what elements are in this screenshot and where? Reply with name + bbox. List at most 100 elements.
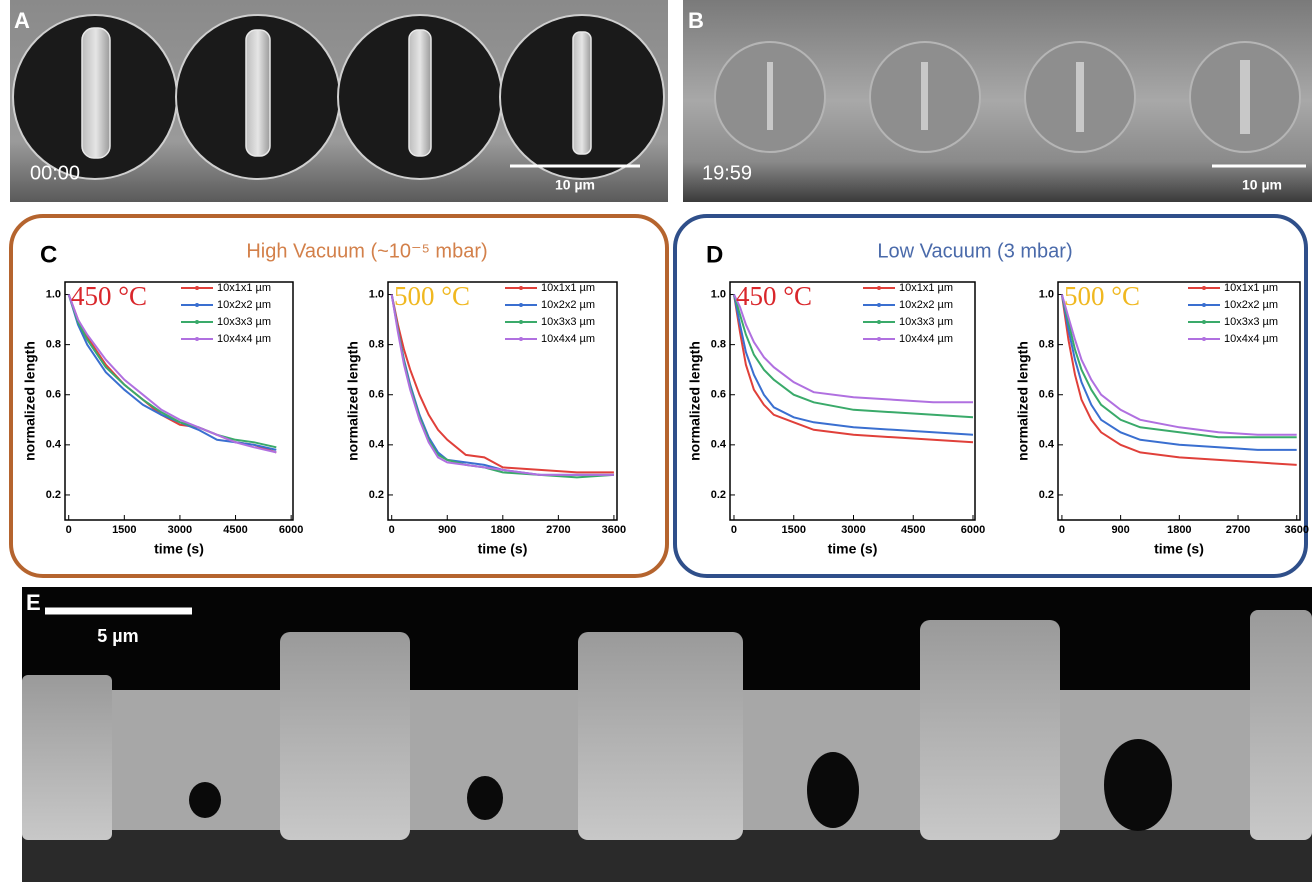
legend-marker — [877, 303, 881, 307]
legend-label: 10x4x4 µm — [899, 333, 953, 345]
y-tick-label: 0.6 — [46, 389, 61, 401]
x-tick-label: 3600 — [1284, 524, 1308, 536]
series-line — [734, 295, 973, 418]
x-tick-label: 0 — [1059, 524, 1065, 536]
x-tick-label: 0 — [731, 524, 737, 536]
legend-label: 10x1x1 µm — [541, 282, 595, 294]
legend-label: 10x3x3 µm — [217, 316, 271, 328]
y-axis-label: normalized length — [687, 341, 703, 461]
legend-marker — [519, 286, 523, 290]
y-tick-label: 0.8 — [46, 339, 61, 351]
y-axis-label: normalized length — [345, 341, 361, 461]
y-tick-label: 1.0 — [369, 288, 384, 300]
x-tick-label: 3000 — [168, 524, 192, 536]
group-box — [675, 216, 1306, 576]
legend-label: 10x4x4 µm — [1224, 333, 1278, 345]
x-tick-label: 1500 — [112, 524, 136, 536]
scale-bar-label: 10 µm — [555, 177, 595, 193]
legend-marker — [195, 320, 199, 324]
annotation: 450 °C — [71, 281, 147, 311]
sem-image-a — [10, 0, 668, 202]
legend-marker — [519, 337, 523, 341]
y-tick-label: 0.2 — [711, 489, 726, 501]
legend-marker — [519, 303, 523, 307]
legend-marker — [195, 303, 199, 307]
y-axis-label: normalized length — [1015, 341, 1031, 461]
page: A 00:00 10 µm B 19:59 10 µm C High Vacuu… — [0, 0, 1312, 882]
panel-label: C — [40, 241, 57, 268]
legend-label: 10x2x2 µm — [899, 299, 953, 311]
timestamp: 00:00 — [30, 162, 80, 184]
x-axis-label: time (s) — [828, 541, 878, 557]
legend-marker — [877, 337, 881, 341]
legend-label: 10x1x1 µm — [1224, 282, 1278, 294]
y-tick-label: 0.4 — [711, 439, 727, 451]
legend-label: 10x3x3 µm — [541, 316, 595, 328]
y-tick-label: 0.8 — [711, 339, 726, 351]
scale-bar-label: 10 µm — [1242, 177, 1282, 193]
y-tick-label: 0.4 — [46, 439, 62, 451]
legend-marker — [1202, 320, 1206, 324]
panel-label: B — [688, 8, 704, 33]
x-tick-label: 4500 — [901, 524, 925, 536]
x-tick-label: 6000 — [279, 524, 303, 536]
x-tick-label: 4500 — [223, 524, 247, 536]
annotation: 450 °C — [736, 281, 812, 311]
x-axis-label: time (s) — [478, 541, 528, 557]
y-tick-label: 0.6 — [711, 389, 726, 401]
y-tick-label: 1.0 — [711, 288, 726, 300]
y-tick-label: 0.4 — [369, 439, 385, 451]
legend-marker — [1202, 303, 1206, 307]
legend-marker — [877, 286, 881, 290]
legend-label: 10x1x1 µm — [217, 282, 271, 294]
y-tick-label: 1.0 — [46, 288, 61, 300]
x-tick-label: 3000 — [841, 524, 865, 536]
legend-label: 10x2x2 µm — [217, 299, 271, 311]
x-axis-label: time (s) — [1154, 541, 1204, 557]
y-tick-label: 1.0 — [1039, 288, 1054, 300]
x-tick-label: 1800 — [1167, 524, 1191, 536]
x-tick-label: 3600 — [602, 524, 626, 536]
legend-label: 10x1x1 µm — [899, 282, 953, 294]
y-tick-label: 0.8 — [369, 339, 384, 351]
y-tick-label: 0.4 — [1039, 439, 1055, 451]
x-axis-label: time (s) — [154, 541, 204, 557]
annotation: 500 °C — [394, 281, 470, 311]
y-tick-label: 0.2 — [46, 489, 61, 501]
legend-label: 10x3x3 µm — [1224, 316, 1278, 328]
x-tick-label: 1500 — [781, 524, 805, 536]
panel-label: D — [706, 241, 723, 268]
x-tick-label: 2700 — [1226, 524, 1250, 536]
legend-marker — [195, 337, 199, 341]
x-tick-label: 900 — [1111, 524, 1129, 536]
x-tick-label: 0 — [389, 524, 395, 536]
legend-label: 10x2x2 µm — [1224, 299, 1278, 311]
legend-marker — [877, 320, 881, 324]
sem-image-b — [683, 0, 1312, 202]
panel-label: E — [26, 590, 41, 615]
legend-marker — [1202, 337, 1206, 341]
legend-label: 10x4x4 µm — [217, 333, 271, 345]
x-tick-label: 6000 — [961, 524, 985, 536]
x-tick-label: 1800 — [491, 524, 515, 536]
figure: A 00:00 10 µm B 19:59 10 µm C High Vacuu… — [0, 0, 1312, 882]
panel-label: A — [14, 8, 30, 33]
y-tick-label: 0.2 — [369, 489, 384, 501]
timestamp: 19:59 — [702, 162, 752, 184]
sem-image-e — [22, 587, 1312, 882]
legend-label: 10x2x2 µm — [541, 299, 595, 311]
group-box — [11, 216, 667, 576]
group-title: High Vacuum (~10⁻⁵ mbar) — [246, 240, 487, 262]
annotation: 500 °C — [1064, 281, 1140, 311]
group-title: Low Vacuum (3 mbar) — [877, 240, 1072, 262]
y-axis-label: normalized length — [22, 341, 38, 461]
y-tick-label: 0.8 — [1039, 339, 1054, 351]
x-tick-label: 2700 — [546, 524, 570, 536]
legend-marker — [519, 320, 523, 324]
y-tick-label: 0.6 — [1039, 389, 1054, 401]
legend-marker — [195, 286, 199, 290]
x-tick-label: 0 — [66, 524, 72, 536]
legend-label: 10x3x3 µm — [899, 316, 953, 328]
legend-marker — [1202, 286, 1206, 290]
scale-bar-label: 5 µm — [97, 626, 138, 646]
